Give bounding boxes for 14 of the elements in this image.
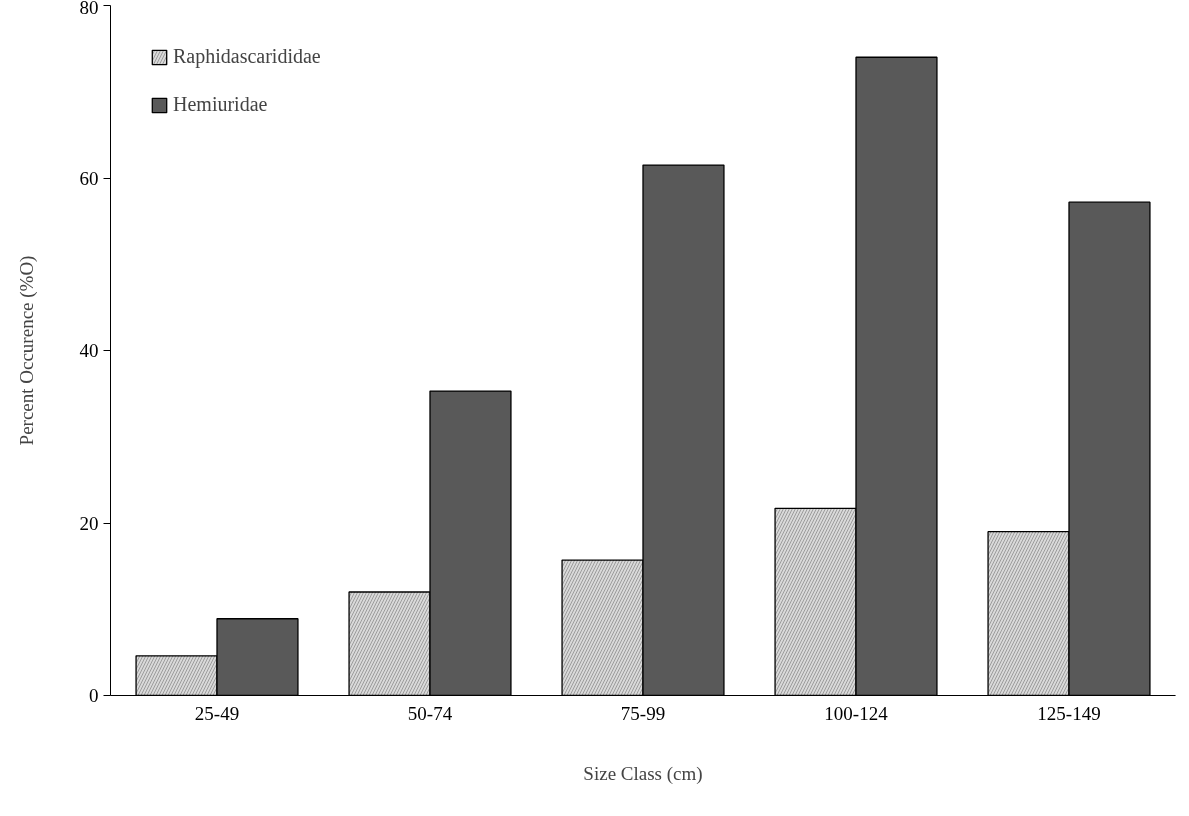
x-tick-label: 100-124 [824, 702, 889, 724]
x-tick-label: 125-149 [1037, 702, 1101, 724]
legend-label: Hemiuridae [173, 93, 268, 116]
y-tick-label: 20 [79, 512, 99, 534]
x-tick-label: 25-49 [194, 702, 240, 724]
y-axis-title: Percent Occurence (%O) [15, 255, 38, 446]
legend-label: Raphidascarididae [173, 45, 321, 68]
y-tick-label: 80 [79, 0, 99, 18]
y-tick-label: 40 [79, 340, 99, 361]
y-tick-label: 60 [79, 167, 99, 189]
x-tick-label: 75-99 [620, 702, 666, 724]
x-axis-title: Size Class (cm) [583, 762, 703, 785]
y-tick-label: 0 [89, 685, 99, 706]
x-tick-label: 50-74 [407, 702, 453, 724]
